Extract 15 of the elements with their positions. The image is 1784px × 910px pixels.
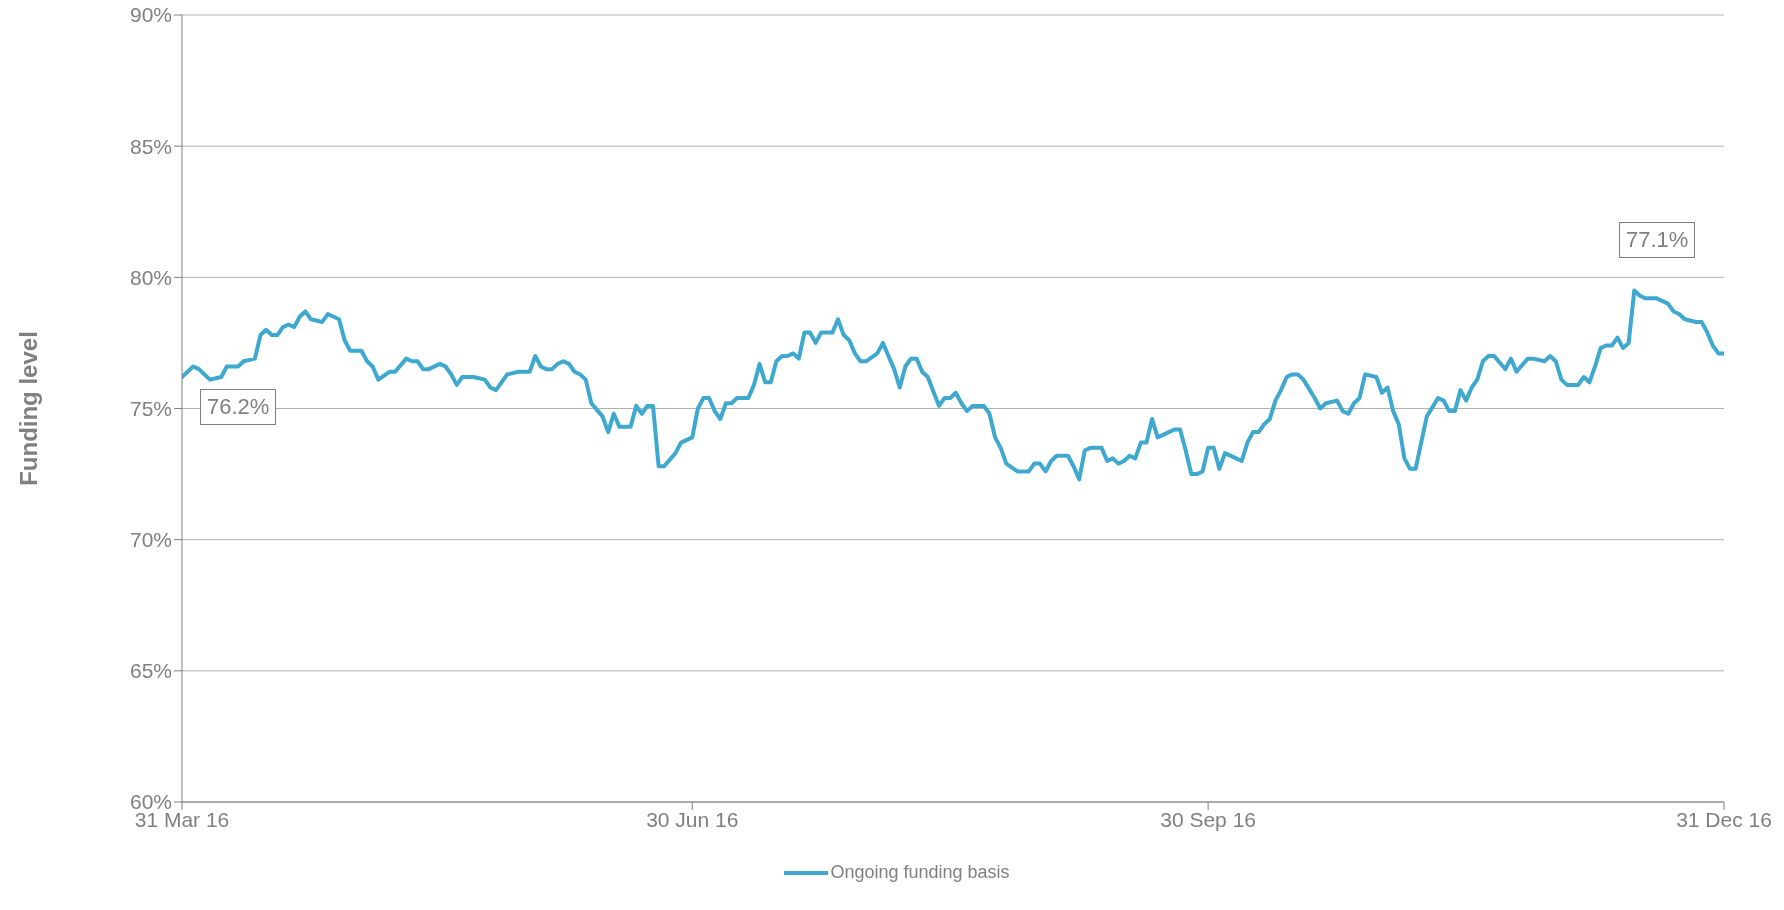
y-tick-label: 60% <box>129 790 172 814</box>
legend-label: Ongoing funding basis <box>830 862 1010 883</box>
y-tick-label: 70% <box>129 528 172 552</box>
y-tick-label: 90% <box>129 3 172 27</box>
y-tick-label: 85% <box>129 134 172 158</box>
y-tick-label: 75% <box>129 396 172 420</box>
annotation: 77.1% <box>1619 222 1696 258</box>
y-tick-label: 65% <box>129 659 172 683</box>
line-series <box>182 288 1724 482</box>
x-tick-label: 30 Sep 16 <box>1160 807 1257 831</box>
y-axis-title: Funding level <box>14 331 42 486</box>
y-tick-label: 80% <box>129 265 172 289</box>
annotation: 76.2% <box>200 389 277 425</box>
x-tick-label: 31 Dec 16 <box>1676 807 1772 831</box>
x-tick-label: 30 Jun 16 <box>646 807 739 831</box>
